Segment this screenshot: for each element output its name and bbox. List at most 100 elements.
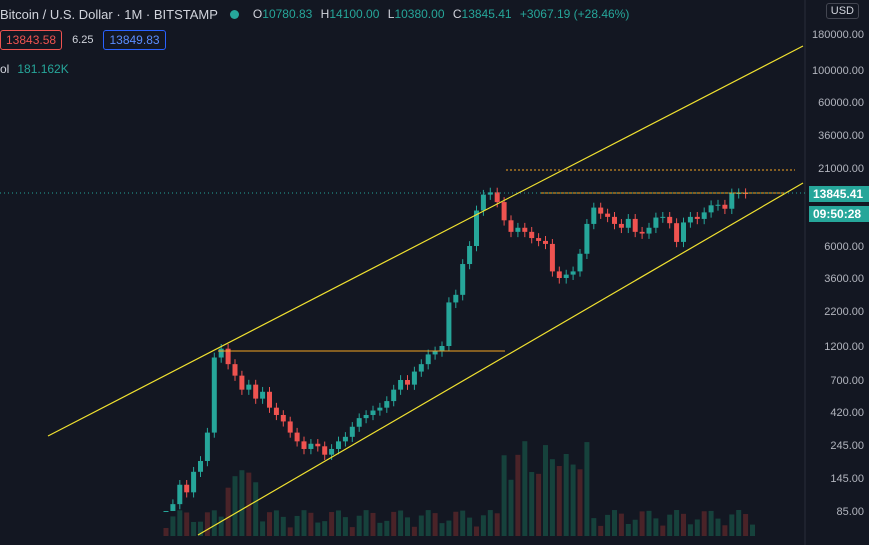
volume-bar <box>584 442 590 536</box>
candle-body <box>163 511 169 512</box>
volume-bar <box>211 510 217 536</box>
currency-button[interactable]: USD <box>825 3 859 19</box>
volume-bar <box>191 521 197 536</box>
volume-bar <box>743 514 749 536</box>
volume-bar <box>736 510 742 536</box>
volume-bar <box>204 512 210 536</box>
candle-body <box>432 351 438 355</box>
candle-body <box>584 223 590 254</box>
volume-bar <box>556 466 562 536</box>
volume-bar <box>315 522 321 536</box>
volume-bar <box>605 514 611 536</box>
candle-body <box>694 216 700 219</box>
candle-body <box>570 271 576 275</box>
volume-bar <box>391 511 397 536</box>
volume-bar <box>301 510 307 536</box>
candle-body <box>405 380 410 385</box>
volume-bar <box>687 524 693 536</box>
candle-body <box>549 243 555 272</box>
candle-body <box>487 192 493 195</box>
candle-body <box>177 484 183 505</box>
candle-body <box>494 192 500 203</box>
candle-body <box>294 432 300 442</box>
candle-body <box>474 210 479 246</box>
candle-body <box>515 227 521 232</box>
candle-body <box>356 418 362 427</box>
volume-bar <box>646 510 652 536</box>
candle-body <box>239 375 245 390</box>
upper-channel-line <box>47 45 804 437</box>
candle-body <box>218 348 224 358</box>
price-axis-label: 100000.00 <box>812 65 864 77</box>
volume-label[interactable]: ol <box>0 62 10 76</box>
volume-bar <box>639 511 645 536</box>
candle-body <box>315 443 321 447</box>
volume-value: 181.162K <box>17 62 69 76</box>
volume-bar <box>467 517 473 536</box>
volume-bar <box>508 479 514 536</box>
candle-body <box>170 504 176 511</box>
candle-body <box>246 384 252 390</box>
volume-bar <box>453 511 459 536</box>
price-axis-label: 36000.00 <box>818 130 864 142</box>
price-axis-label: 180000.00 <box>812 29 864 41</box>
volume-bar <box>522 441 528 536</box>
candle-body <box>370 410 376 415</box>
volume-bar <box>598 525 604 536</box>
candle-body <box>598 207 604 214</box>
volume-bar <box>625 524 631 536</box>
volume-bar <box>660 525 666 536</box>
candle-body <box>211 357 217 433</box>
candle-body <box>653 217 659 228</box>
volume-bar <box>363 510 369 536</box>
volume-bar <box>246 472 252 536</box>
volume-bar <box>280 516 286 536</box>
volume-bar <box>198 521 203 536</box>
volume-bar <box>232 476 238 536</box>
candle-body <box>646 227 652 234</box>
candle-body <box>529 231 535 239</box>
price-axis-label: 420.00 <box>830 407 864 419</box>
volume-bar <box>336 510 341 536</box>
candle-body <box>439 346 445 352</box>
volume-bar <box>674 510 680 536</box>
symbol-title[interactable]: Bitcoin / U.S. Dollar · 1M · BITSTAMP <box>0 6 218 22</box>
volume-bar <box>529 472 535 536</box>
candle-body <box>377 407 383 411</box>
volume-bar <box>591 518 597 536</box>
volume-bar <box>322 521 328 536</box>
volume-bar <box>163 528 169 536</box>
candle-body <box>701 212 707 219</box>
volume-bar <box>398 510 404 536</box>
candle-body <box>632 218 638 232</box>
candle-body <box>384 401 390 408</box>
buy-button[interactable]: 13849.83 <box>103 30 166 50</box>
open-value: 10780.83 <box>262 7 313 21</box>
volume-bar <box>543 445 548 536</box>
candle-body <box>543 240 548 244</box>
candle-body <box>536 238 542 241</box>
candle-body <box>253 384 259 399</box>
volume-bar <box>494 513 500 536</box>
candle-body <box>446 302 452 346</box>
candle-body <box>660 216 666 218</box>
candle-body <box>322 446 328 455</box>
candle-body <box>349 426 355 437</box>
volume-bar <box>308 512 314 536</box>
volume-bar <box>349 527 355 536</box>
candle-body <box>681 222 686 242</box>
ohlc-values: O10780.83 H14100.00 L10380.00 C13845.41 … <box>253 7 634 21</box>
candle-body <box>522 227 528 232</box>
sell-button[interactable]: 13843.58 <box>0 30 63 50</box>
volume-bar <box>260 521 266 536</box>
candle-body <box>460 264 466 295</box>
volume-bar <box>170 516 176 536</box>
volume-bar <box>370 512 376 536</box>
volume-bar <box>501 455 507 536</box>
volume-bar <box>446 520 452 536</box>
volume-bar <box>722 525 728 536</box>
volume-bar <box>432 513 438 536</box>
spread-value: 6.25 <box>72 34 94 46</box>
high-label: H <box>320 7 330 21</box>
